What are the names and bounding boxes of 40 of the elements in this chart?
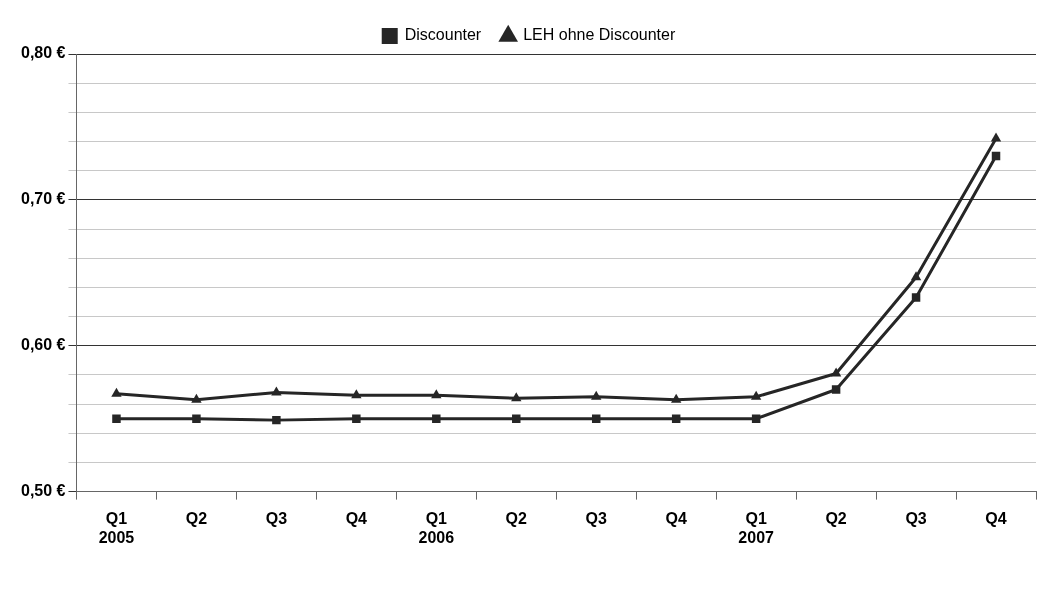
point	[511, 392, 522, 402]
y-tick-label: 0,60 €	[21, 336, 66, 354]
x-tick-label: Q4	[985, 509, 1007, 527]
point	[751, 414, 761, 423]
point	[990, 132, 1002, 142]
y-tick-label: 0,50 €	[21, 482, 66, 500]
x-tick-label: Q4	[665, 509, 687, 527]
point	[351, 389, 362, 399]
point	[431, 389, 442, 399]
point	[750, 390, 762, 400]
point	[591, 414, 601, 423]
x-tick-label: Q1 2006	[418, 509, 455, 546]
point	[111, 387, 122, 397]
point	[671, 414, 681, 423]
x-tick-label: Q3	[265, 509, 288, 527]
x-tick-label: Q3	[585, 509, 607, 527]
x-tick-label: Q2	[505, 509, 528, 527]
y-tick-label: 0,80 €	[21, 44, 66, 62]
point	[911, 293, 921, 302]
point	[432, 414, 441, 423]
point	[352, 414, 361, 423]
x-tick-label: Q4	[345, 509, 368, 527]
y-tick-label: 0,70 €	[21, 190, 66, 208]
point	[272, 415, 281, 425]
point	[910, 271, 922, 281]
point	[112, 414, 121, 423]
x-tick-label: Q1 2007	[738, 509, 775, 546]
point	[831, 385, 841, 394]
point	[512, 414, 521, 423]
x-tick-label: Q2	[185, 509, 208, 527]
point	[830, 367, 842, 377]
point	[191, 393, 202, 403]
legend-label: Discounter	[404, 26, 482, 44]
point	[670, 393, 682, 403]
legend-label: LEH ohne Discounter	[523, 26, 676, 44]
x-tick-label: Q1 2005	[98, 509, 135, 546]
x-tick-label: Q3	[905, 509, 927, 527]
x-tick-label: Q2	[825, 509, 847, 527]
point	[192, 414, 201, 423]
point	[591, 390, 602, 400]
